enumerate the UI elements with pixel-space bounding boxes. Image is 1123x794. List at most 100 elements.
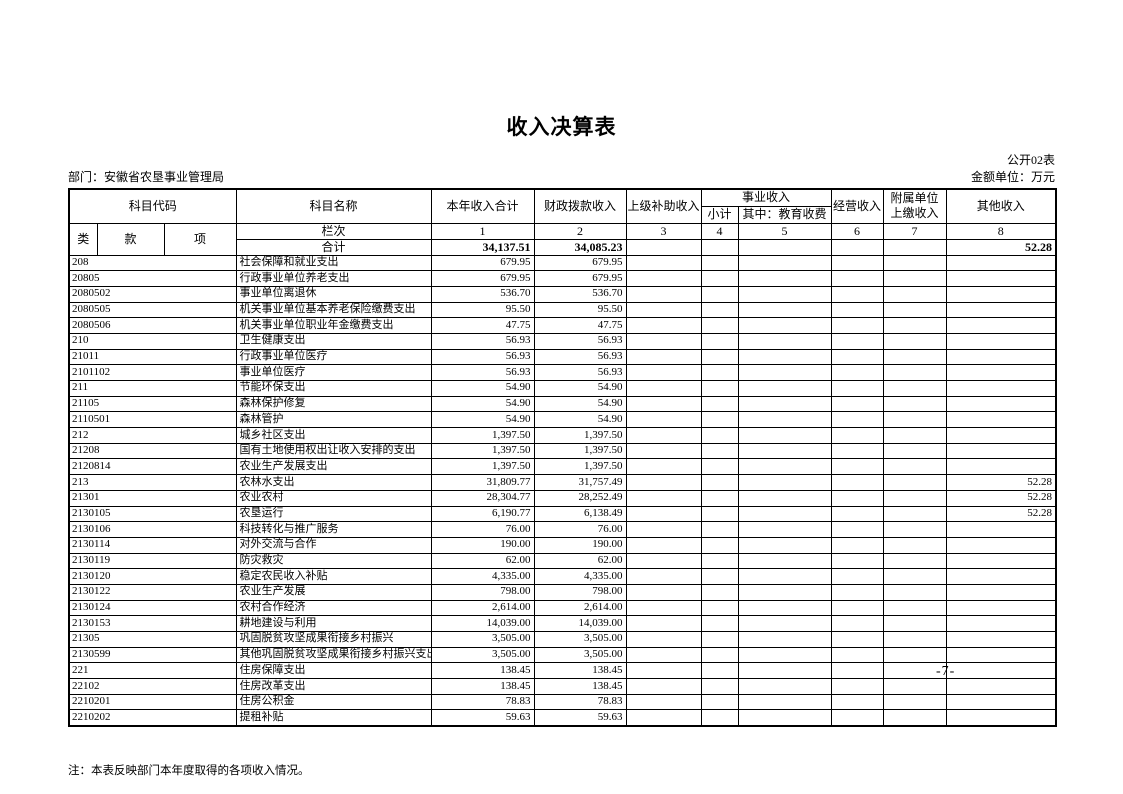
value-cell (830, 301, 884, 319)
value-cell (625, 458, 702, 476)
value-cell: 3,505.00 (430, 646, 535, 664)
table-row: 2120814 农业生产发展支出 1,397.50 1,397.50 (68, 458, 1057, 476)
value-cell (830, 270, 884, 287)
value-cell (945, 678, 1057, 695)
value-cell (737, 693, 832, 711)
value-cell (737, 380, 832, 397)
value-cell (830, 442, 884, 460)
value-cell (830, 458, 884, 476)
value-cell: 1,397.50 (430, 442, 535, 460)
table-row: 21105 森林保护修复 54.90 54.90 (68, 395, 1057, 413)
value-cell: 28,304.77 (430, 489, 535, 507)
value-cell (882, 583, 947, 601)
value-cell: 95.50 (430, 301, 535, 319)
subject-code-cell: 2080505 (68, 301, 237, 319)
value-cell: 4,335.00 (430, 568, 535, 585)
value-cell (700, 552, 739, 570)
income-table: 科目代码 科目名称 本年收入合计 财政拨款收入 上级补助收入 事业收入 经营收入… (68, 188, 1058, 727)
table-row: 2210202 提租补贴 59.63 59.63 (68, 709, 1057, 727)
value-cell (830, 474, 884, 491)
value-cell (625, 427, 702, 444)
value-cell (830, 332, 884, 350)
header-operating-income: 经营收入 (830, 188, 884, 224)
value-cell (830, 285, 884, 303)
value-cell (737, 489, 832, 507)
value-cell: 14,039.00 (533, 615, 627, 632)
value-cell (625, 521, 702, 538)
value-cell (700, 615, 739, 632)
value-cell (625, 568, 702, 585)
table-row: 2080502 事业单位离退休 536.70 536.70 (68, 285, 1057, 303)
value-cell: 190.00 (430, 536, 535, 554)
value-cell (945, 631, 1057, 648)
value-cell: 54.90 (430, 395, 535, 413)
value-cell (830, 395, 884, 413)
value-cell (700, 317, 739, 334)
value-cell: 76.00 (430, 521, 535, 538)
value-cell (737, 270, 832, 287)
subject-name-cell: 事业单位离退休 (235, 285, 432, 303)
subject-code-cell: 2130120 (68, 568, 237, 585)
value-cell (700, 599, 739, 617)
value-cell (700, 583, 739, 601)
value-cell: 138.45 (533, 678, 627, 695)
column-index-label: 栏次 (235, 222, 432, 240)
table-row: 208 社会保障和就业支出 679.95 679.95 (68, 254, 1057, 272)
column-index-6: 6 (830, 222, 884, 240)
value-cell: 54.90 (533, 411, 627, 429)
value-cell (882, 317, 947, 334)
table-row: 212 城乡社区支出 1,397.50 1,397.50 (68, 427, 1057, 444)
value-cell (625, 615, 702, 632)
value-cell: 679.95 (533, 270, 627, 287)
value-cell (700, 568, 739, 585)
value-cell (882, 364, 947, 381)
header-total-income: 本年收入合计 (430, 188, 535, 224)
value-cell: 56.93 (533, 364, 627, 381)
table-row: 21208 国有土地使用权出让收入安排的支出 1,397.50 1,397.50 (68, 442, 1057, 460)
table-row: 2080505 机关事业单位基本养老保险缴费支出 95.50 95.50 (68, 301, 1057, 319)
value-cell (737, 568, 832, 585)
value-cell: 62.00 (533, 552, 627, 570)
table-row: 20805 行政事业单位养老支出 679.95 679.95 (68, 270, 1057, 287)
header-subject-name: 科目名称 (235, 188, 432, 224)
table-body: 208 社会保障和就业支出 679.95 679.95 20805 行政事业单位养老支出 6… (68, 254, 1057, 727)
value-cell (945, 583, 1057, 601)
value-cell: 56.93 (430, 364, 535, 381)
value-cell: 536.70 (533, 285, 627, 303)
total-col4 (700, 238, 739, 256)
subject-code-cell: 2130114 (68, 536, 237, 554)
table-row: 2130122 农业生产发展 798.00 798.00 (68, 583, 1057, 601)
value-cell (945, 411, 1057, 429)
value-cell: 31,757.49 (533, 474, 627, 491)
subject-code-cell: 2210201 (68, 693, 237, 711)
value-cell (945, 364, 1057, 381)
value-cell: 536.70 (430, 285, 535, 303)
value-cell (737, 646, 832, 664)
value-cell: 31,809.77 (430, 474, 535, 491)
value-cell (625, 380, 702, 397)
value-cell (700, 380, 739, 397)
value-cell (945, 552, 1057, 570)
total-col5 (737, 238, 832, 256)
value-cell: 798.00 (533, 583, 627, 601)
value-cell (700, 364, 739, 381)
value-cell (945, 442, 1057, 460)
value-cell (882, 442, 947, 460)
value-cell (625, 332, 702, 350)
header-subject-code: 科目代码 (68, 188, 237, 224)
value-cell (700, 442, 739, 460)
value-cell (737, 395, 832, 413)
value-cell (737, 474, 832, 491)
subject-name-cell: 对外交流与合作 (235, 536, 432, 554)
value-cell (830, 489, 884, 507)
table-row: 2130153 耕地建设与利用 14,039.00 14,039.00 (68, 615, 1057, 632)
total-col2: 34,085.23 (533, 238, 627, 256)
value-cell (882, 552, 947, 570)
value-cell: 138.45 (430, 678, 535, 695)
value-cell (737, 662, 832, 680)
total-col6 (830, 238, 884, 256)
subject-code-cell: 221 (68, 662, 237, 680)
header-col-item: 项 (163, 222, 237, 256)
table-row: 21305 巩固脱贫攻坚成果衔接乡村振兴 3,505.00 3,505.00 (68, 631, 1057, 648)
